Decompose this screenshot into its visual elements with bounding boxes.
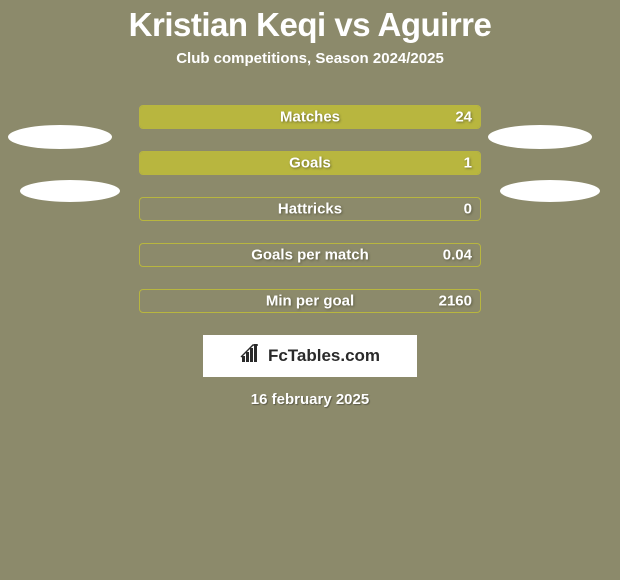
footer-date: 16 february 2025	[0, 391, 620, 408]
bar-label: Min per goal	[266, 293, 354, 310]
bar-goals: Goals 1	[139, 151, 481, 175]
decor-ellipse-ml	[20, 180, 120, 202]
stats-card: Kristian Keqi vs Aguirre Club competitio…	[0, 0, 620, 580]
bar-value: 0.04	[443, 247, 472, 264]
decor-ellipse-tr	[488, 125, 592, 149]
bar-label: Goals	[289, 155, 331, 172]
bar-goals-per-match: Goals per match 0.04	[139, 243, 481, 267]
bar-label: Matches	[280, 109, 340, 126]
bar-value: 2160	[439, 293, 472, 310]
bar-value: 1	[464, 155, 472, 172]
page-title: Kristian Keqi vs Aguirre	[0, 0, 620, 44]
bar-label: Goals per match	[251, 247, 369, 264]
brand-badge: FcTables.com	[203, 335, 417, 377]
decor-ellipse-tl	[8, 125, 112, 149]
bar-min-per-goal: Min per goal 2160	[139, 289, 481, 313]
subtitle: Club competitions, Season 2024/2025	[0, 50, 620, 67]
brand-text: FcTables.com	[268, 346, 380, 366]
bar-value: 24	[455, 109, 472, 126]
bar-matches: Matches 24	[139, 105, 481, 129]
bar-label: Hattricks	[278, 201, 342, 218]
decor-ellipse-mr	[500, 180, 600, 202]
chart-icon	[240, 344, 262, 369]
stats-bars: Matches 24 Goals 1 Hattricks 0 Goals per…	[139, 105, 481, 313]
bar-value: 0	[464, 201, 472, 218]
bar-hattricks: Hattricks 0	[139, 197, 481, 221]
